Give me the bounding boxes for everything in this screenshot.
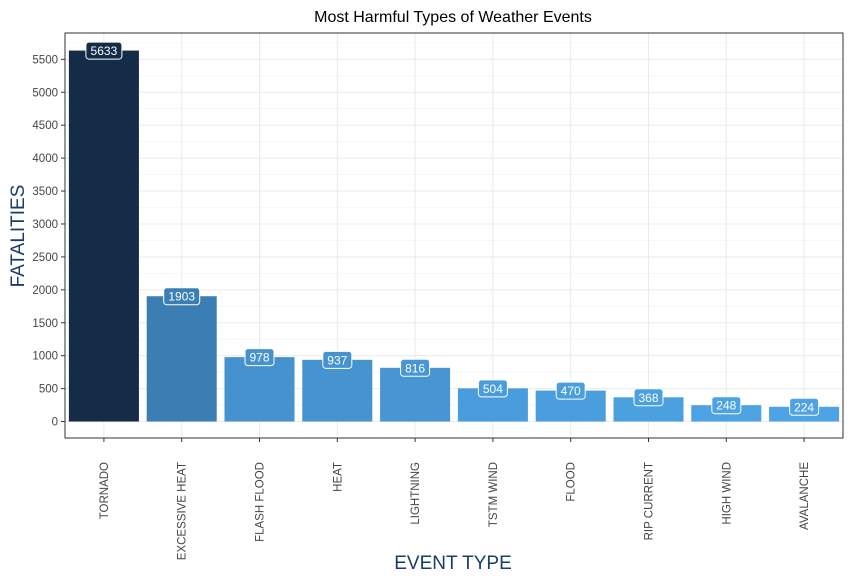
y-tick-label: 500	[39, 384, 58, 396]
data-label-box	[555, 381, 586, 400]
data-label: 224	[794, 400, 814, 414]
data-label: 504	[483, 382, 503, 396]
data-label: 937	[327, 353, 347, 367]
data-label-box	[789, 397, 820, 416]
data-label: 5633	[91, 44, 118, 58]
x-tick-label: EXCESSIVE HEAT	[177, 462, 189, 560]
y-tick-label: 3500	[32, 186, 58, 198]
y-tick-label: 0	[52, 417, 58, 429]
y-axis: 0 500 1000 1500 2000 2500 3000 3500 4000 4500 5000…	[32, 54, 65, 429]
x-tick-label: AVALANCHE	[799, 462, 811, 530]
bar-heat	[302, 359, 373, 422]
y-tick-label: 5500	[32, 54, 58, 66]
x-axis-title: EVENT TYPE	[394, 553, 512, 574]
y-tick-label: 4000	[32, 153, 58, 165]
data-label-box	[477, 379, 508, 398]
x-tick-label: HEAT	[332, 462, 344, 492]
data-label: 368	[638, 391, 658, 405]
y-axis-title: FATALITIES	[8, 185, 29, 288]
data-label-box	[322, 350, 353, 369]
data-label: 248	[716, 399, 736, 413]
data-label: 1903	[168, 290, 195, 304]
data-label: 978	[249, 351, 269, 365]
y-tick-label: 4500	[32, 120, 58, 132]
y-tick-label: 2500	[32, 252, 58, 264]
y-tick-label: 1500	[32, 318, 58, 330]
y-tick-label: 1000	[32, 351, 58, 363]
bar-tornado	[68, 50, 139, 422]
x-tick-label: LIGHTNING	[410, 462, 422, 525]
bar-flash-flood	[224, 357, 295, 422]
data-label: 816	[405, 361, 425, 375]
data-label-box	[85, 41, 123, 60]
bars	[68, 50, 840, 422]
x-tick-label: HIGH WIND	[721, 462, 733, 525]
data-label: 470	[561, 384, 581, 398]
x-tick-label: RIP CURRENT	[644, 462, 656, 540]
data-label-box	[711, 396, 742, 415]
data-labels: 5633 1903 978 937 816 504 470 368 248 224	[85, 41, 820, 416]
x-tick-label: FLOOD	[566, 462, 578, 502]
y-tick-label: 3000	[32, 219, 58, 231]
y-tick-label: 2000	[32, 285, 58, 297]
bar-excessive-heat	[146, 296, 217, 422]
data-label-box	[163, 287, 201, 306]
x-tick-label: FLASH FLOOD	[255, 462, 267, 542]
x-tick-label: TSTM WIND	[488, 462, 500, 527]
x-axis: TORNADO EXCESSIVE HEAT FLASH FLOOD HEAT LIGH…	[99, 438, 811, 560]
chart-title: Most Harmful Types of Weather Events	[314, 9, 592, 26]
data-label-box	[244, 348, 275, 367]
data-label-box	[633, 388, 664, 407]
x-tick-label: TORNADO	[99, 462, 111, 519]
data-label-box	[400, 358, 431, 377]
plot-panel-border	[64, 32, 844, 439]
y-tick-label: 5000	[32, 87, 58, 99]
